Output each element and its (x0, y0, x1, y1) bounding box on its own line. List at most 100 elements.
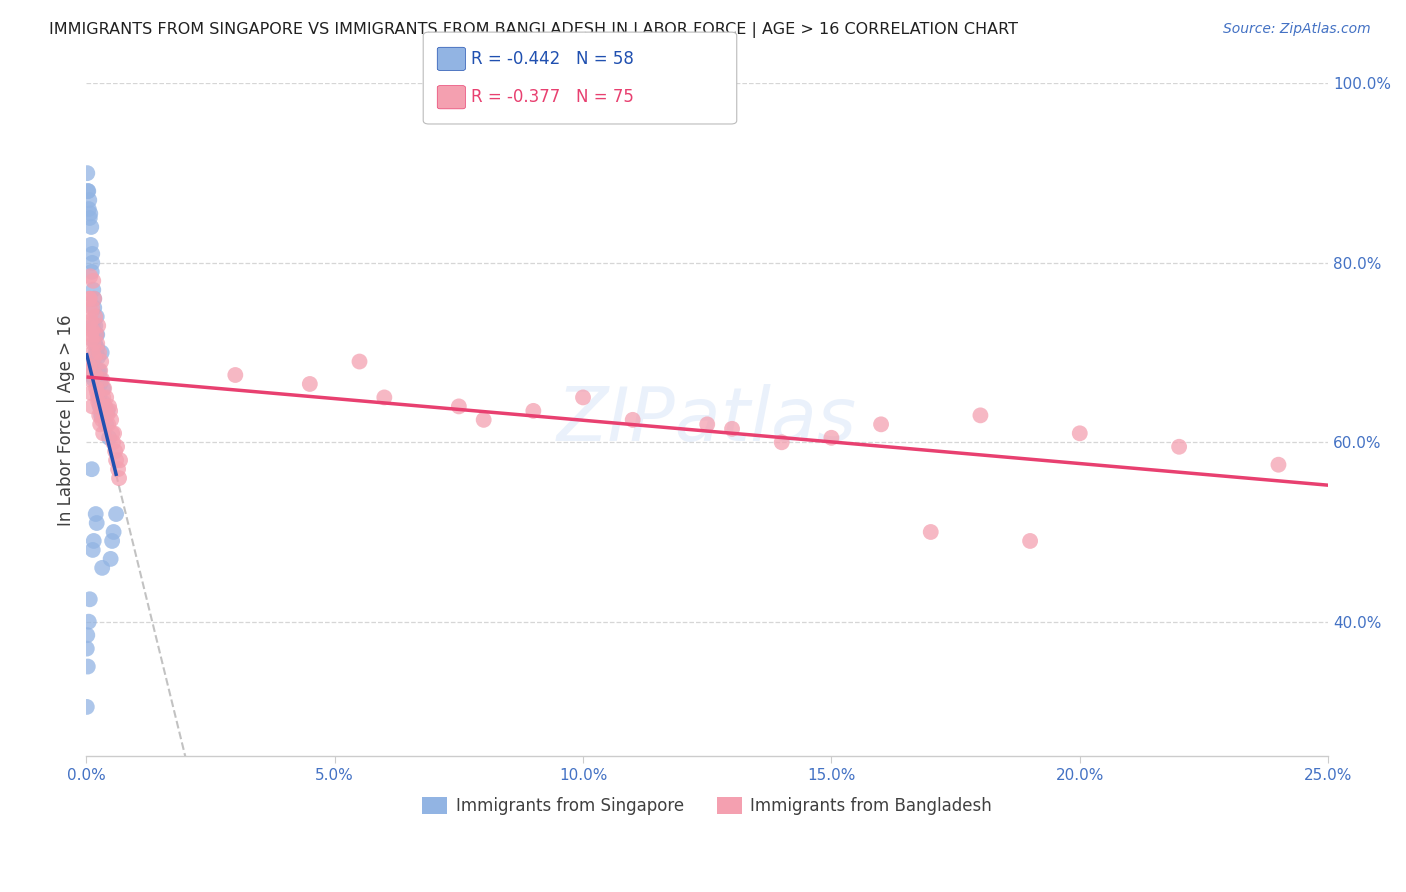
Point (91, 381, 114, 395)
Point (77, 292, 100, 306)
Point (86, 341, 108, 355)
Point (96, 409, 118, 423)
Point (77, 184, 100, 198)
Point (76, 628, 98, 642)
Point (80, 368, 103, 382)
Point (90, 372, 112, 386)
Point (80, 327, 103, 342)
Point (83, 292, 105, 306)
Point (100, 552, 122, 566)
Point (1267, 458, 1289, 472)
Point (522, 404, 544, 418)
Point (820, 431, 842, 445)
Text: IMMIGRANTS FROM SINGAPORE VS IMMIGRANTS FROM BANGLADESH IN LABOR FORCE | AGE > 1: IMMIGRANTS FROM SINGAPORE VS IMMIGRANTS … (49, 22, 1018, 38)
Point (77, 363, 100, 377)
Point (76, 166, 98, 180)
Point (84, 381, 107, 395)
Point (80, 462, 103, 476)
Point (447, 400, 470, 414)
Point (93, 400, 115, 414)
Text: R = -0.377   N = 75: R = -0.377 N = 75 (471, 88, 634, 106)
Point (89, 363, 111, 377)
Point (77, 202, 100, 216)
Point (79, 592, 101, 607)
Text: R = -0.442   N = 58: R = -0.442 N = 58 (471, 50, 634, 68)
Point (82, 345, 104, 359)
Point (84, 327, 107, 342)
Point (82, 247, 104, 261)
Point (101, 435, 124, 450)
Point (108, 471, 131, 485)
Point (80, 219, 103, 234)
Point (721, 422, 744, 436)
Point (80, 305, 103, 319)
Point (79, 269, 101, 284)
Point (82, 274, 104, 288)
Point (89, 345, 111, 359)
Point (76, 659, 98, 673)
Point (90, 409, 112, 423)
Point (969, 409, 991, 423)
Point (572, 391, 595, 405)
Point (696, 417, 718, 432)
Point (83, 350, 105, 364)
Point (76, 184, 98, 198)
Point (98, 404, 121, 418)
Point (621, 413, 644, 427)
Text: ZIPatlas: ZIPatlas (557, 384, 858, 456)
Point (1069, 426, 1091, 441)
Point (89, 409, 111, 423)
Point (80, 238, 103, 252)
Point (77, 615, 100, 629)
Point (77, 193, 100, 207)
Point (97, 417, 120, 432)
Point (103, 524, 125, 539)
Point (101, 426, 124, 441)
Point (104, 444, 127, 458)
Y-axis label: In Labor Force | Age > 16: In Labor Force | Age > 16 (58, 314, 75, 525)
Point (1019, 533, 1042, 548)
Point (82, 283, 104, 297)
Point (298, 376, 321, 391)
Point (83, 301, 105, 315)
Point (87, 350, 110, 364)
Point (101, 533, 124, 548)
Point (80, 386, 103, 401)
Point (87, 395, 110, 409)
Point (91, 391, 114, 405)
Point (920, 524, 942, 539)
Point (89, 376, 111, 391)
Point (105, 507, 128, 521)
Point (82, 400, 104, 414)
Point (91, 413, 114, 427)
Point (224, 368, 246, 382)
Point (84, 345, 107, 359)
Point (87, 391, 110, 405)
Point (107, 462, 129, 476)
Point (86, 516, 108, 530)
Point (86, 327, 108, 342)
Point (91, 395, 114, 409)
Point (82, 301, 104, 315)
Point (349, 354, 371, 368)
Point (82, 256, 104, 270)
Point (86, 363, 108, 377)
Point (90, 404, 112, 418)
Point (87, 318, 110, 333)
Point (86, 386, 108, 401)
Point (84, 507, 107, 521)
Point (82, 543, 104, 558)
Point (472, 413, 495, 427)
Point (80, 265, 103, 279)
Point (89, 363, 111, 377)
Point (76, 641, 98, 656)
Legend: Immigrants from Singapore, Immigrants from Bangladesh: Immigrants from Singapore, Immigrants fr… (416, 790, 998, 822)
Point (82, 336, 104, 351)
Point (93, 381, 115, 395)
Point (96, 391, 118, 405)
Point (83, 533, 105, 548)
Point (91, 372, 114, 386)
Point (86, 310, 108, 324)
Point (1168, 440, 1191, 454)
Point (82, 323, 104, 337)
